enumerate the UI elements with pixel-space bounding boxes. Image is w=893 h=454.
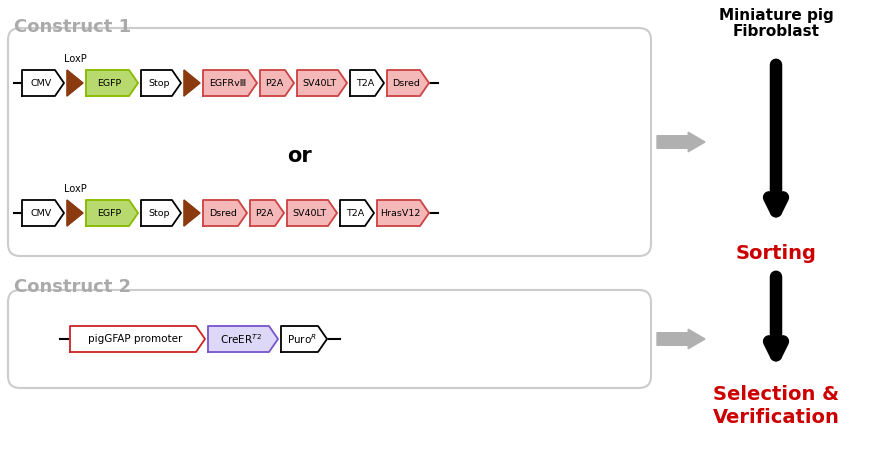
Text: Puro$^{R}$: Puro$^{R}$ (287, 332, 317, 346)
Polygon shape (141, 200, 181, 226)
Text: Stop: Stop (148, 208, 170, 217)
Text: HrasV12: HrasV12 (380, 208, 421, 217)
Polygon shape (297, 70, 347, 96)
Polygon shape (350, 70, 384, 96)
Polygon shape (340, 200, 374, 226)
Text: Miniature pig: Miniature pig (719, 8, 833, 23)
Polygon shape (250, 200, 284, 226)
Text: pigGFAP promoter: pigGFAP promoter (88, 334, 182, 344)
Text: CMV: CMV (30, 208, 52, 217)
Polygon shape (184, 200, 200, 226)
Text: Construct 1: Construct 1 (14, 18, 131, 36)
Text: Fibroblast: Fibroblast (732, 24, 820, 39)
Polygon shape (287, 200, 337, 226)
Text: Dsred: Dsred (209, 208, 237, 217)
Text: LoxP: LoxP (63, 184, 87, 194)
Text: CreER$^{T2}$: CreER$^{T2}$ (220, 332, 262, 346)
Text: Stop: Stop (148, 79, 170, 88)
Polygon shape (22, 70, 64, 96)
Text: Verification: Verification (713, 408, 839, 427)
Polygon shape (67, 70, 83, 96)
Text: T2A: T2A (346, 208, 363, 217)
Polygon shape (22, 200, 64, 226)
Polygon shape (260, 70, 294, 96)
Text: P2A: P2A (265, 79, 284, 88)
Polygon shape (70, 326, 205, 352)
Polygon shape (657, 329, 705, 349)
Text: LoxP: LoxP (63, 54, 87, 64)
Polygon shape (86, 70, 138, 96)
Polygon shape (141, 70, 181, 96)
Polygon shape (281, 326, 327, 352)
Text: Dsred: Dsred (392, 79, 420, 88)
Text: EGFP: EGFP (97, 208, 121, 217)
Text: SV40LT: SV40LT (293, 208, 327, 217)
Text: P2A: P2A (255, 208, 274, 217)
FancyBboxPatch shape (8, 290, 651, 388)
FancyBboxPatch shape (8, 28, 651, 256)
Text: EGFRvⅢ: EGFRvⅢ (209, 79, 246, 88)
Text: T2A: T2A (355, 79, 374, 88)
Text: Construct 2: Construct 2 (14, 278, 131, 296)
Polygon shape (86, 200, 138, 226)
Polygon shape (184, 70, 200, 96)
Text: EGFP: EGFP (97, 79, 121, 88)
Polygon shape (203, 200, 247, 226)
Text: Selection &: Selection & (713, 385, 839, 404)
Polygon shape (67, 200, 83, 226)
Polygon shape (657, 132, 705, 152)
Polygon shape (203, 70, 257, 96)
Polygon shape (387, 70, 429, 96)
Text: SV40LT: SV40LT (303, 79, 337, 88)
Polygon shape (208, 326, 278, 352)
Text: CMV: CMV (30, 79, 52, 88)
Text: Sorting: Sorting (736, 244, 816, 263)
Polygon shape (377, 200, 429, 226)
Text: or: or (288, 146, 312, 166)
